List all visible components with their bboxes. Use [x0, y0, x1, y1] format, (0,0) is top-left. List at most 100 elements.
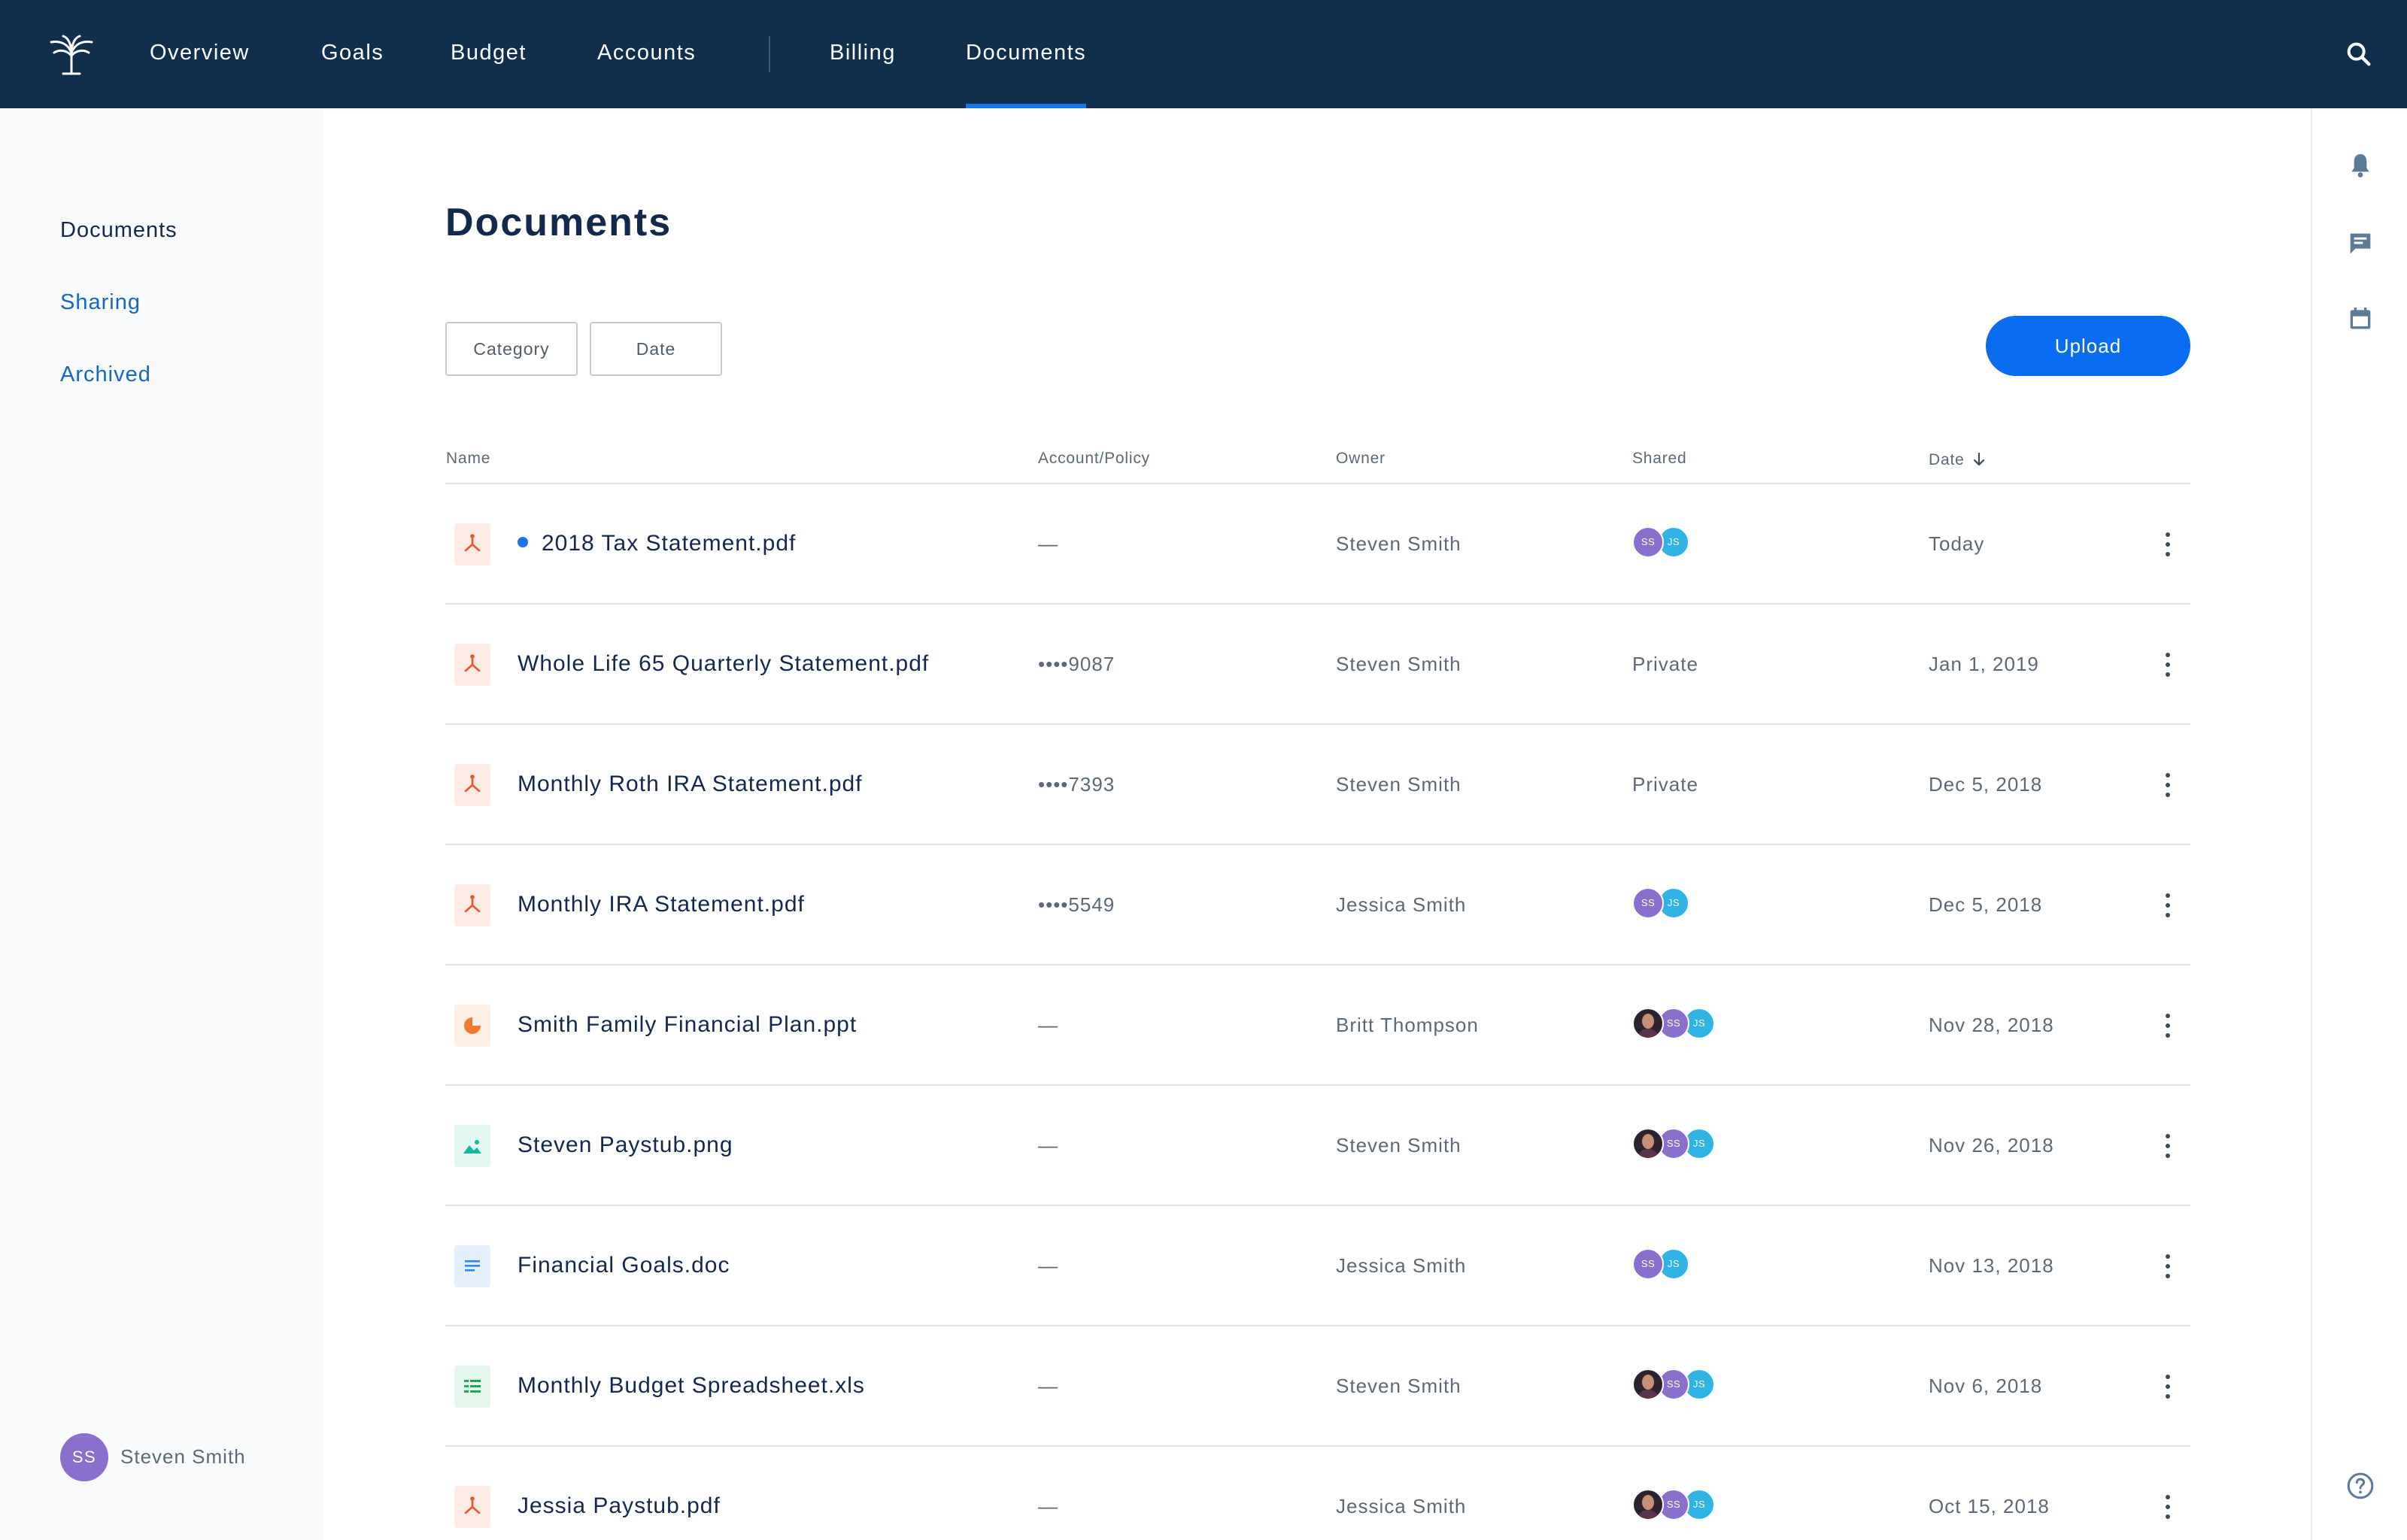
file-name[interactable]: Monthly Budget Spreadsheet.xls [518, 1373, 865, 1399]
table-row[interactable]: Monthly Roth IRA Statement.pdf ••••7393 St… [445, 725, 2190, 845]
page-title: Documents [445, 201, 672, 244]
avatar[interactable]: SS [1658, 1128, 1689, 1160]
table-row[interactable]: Monthly IRA Statement.pdf ••••5549 Jessica… [445, 845, 2190, 966]
avatar-photo[interactable] [1632, 1008, 1664, 1039]
owner-name: Jessica Smith [1336, 1254, 1467, 1277]
more-options-icon[interactable] [2160, 1131, 2175, 1161]
file-name-label: Monthly Budget Spreadsheet.xls [518, 1373, 865, 1398]
avatar[interactable]: SS [1632, 526, 1664, 558]
more-options-icon[interactable] [2160, 1251, 2175, 1281]
table-row[interactable]: Monthly Budget Spreadsheet.xls — Steven Sm… [445, 1326, 2190, 1447]
column-header-date[interactable]: Date [1929, 450, 1986, 469]
account-policy: ••••5549 [1038, 893, 1115, 916]
table-row[interactable]: Smith Family Financial Plan.ppt — Britt Th… [445, 966, 2190, 1086]
sidebar-item-sharing[interactable]: Sharing [60, 290, 141, 314]
avatar[interactable]: SS [1658, 1369, 1689, 1400]
nav-goals[interactable]: Goals [321, 41, 384, 65]
nav-billing[interactable]: Billing [830, 41, 896, 65]
more-options-icon[interactable] [2160, 1492, 2175, 1522]
upload-button[interactable]: Upload [1986, 316, 2190, 376]
shared-status: Private [1632, 773, 1698, 796]
nav-budget[interactable]: Budget [451, 41, 527, 65]
more-options-icon[interactable] [2160, 1011, 2175, 1041]
document-file-icon [454, 1245, 490, 1287]
avatar[interactable]: SS [1632, 1248, 1664, 1280]
document-date: Nov 26, 2018 [1929, 1134, 2054, 1157]
file-name[interactable]: Whole Life 65 Quarterly Statement.pdf [518, 651, 929, 677]
document-date: Dec 5, 2018 [1929, 893, 2043, 916]
file-name-label: 2018 Tax Statement.pdf [542, 531, 797, 556]
file-name-label: Financial Goals.doc [518, 1253, 730, 1278]
sidebar-item-archived[interactable]: Archived [60, 362, 151, 387]
top-navigation: Overview Goals Budget Accounts Billing D… [0, 0, 2407, 108]
avatar-photo[interactable] [1632, 1128, 1664, 1160]
shared-status: Private [1632, 653, 1698, 675]
column-header-shared[interactable]: Shared [1632, 450, 1687, 467]
file-name[interactable]: 2018 Tax Statement.pdf [518, 531, 796, 556]
image-file-icon [454, 1125, 490, 1167]
more-options-icon[interactable] [2160, 890, 2175, 920]
file-name[interactable]: Monthly IRA Statement.pdf [518, 892, 805, 917]
account-policy: — [1038, 1254, 1058, 1277]
pdf-file-icon [454, 764, 490, 806]
document-date: Nov 28, 2018 [1929, 1014, 2054, 1036]
document-date: Nov 13, 2018 [1929, 1254, 2054, 1277]
arrow-down-icon[interactable] [1972, 452, 1986, 467]
nav-divider [769, 36, 770, 72]
presentation-file-icon [454, 1005, 490, 1047]
pdf-file-icon [454, 523, 490, 565]
chat-icon[interactable] [2345, 229, 2375, 259]
column-header-account[interactable]: Account/Policy [1038, 450, 1150, 467]
pdf-file-icon [454, 884, 490, 926]
column-header-name[interactable]: Name [446, 450, 491, 467]
documents-table: 2018 Tax Statement.pdf — Steven Smith SS JS T… [445, 484, 2190, 1540]
sidebar-item-documents[interactable]: Documents [60, 218, 178, 242]
table-row[interactable]: Financial Goals.doc — Jessica Smith SS JS Nov… [445, 1206, 2190, 1326]
category-filter-button[interactable]: Category [445, 322, 578, 376]
account-policy: ••••7393 [1038, 773, 1115, 796]
help-icon[interactable] [2345, 1471, 2375, 1501]
table-row[interactable]: Whole Life 65 Quarterly Statement.pdf •••… [445, 605, 2190, 725]
nav-accounts[interactable]: Accounts [597, 41, 697, 65]
avatar[interactable]: SS [60, 1433, 108, 1481]
calendar-icon[interactable] [2345, 304, 2375, 334]
nav-overview[interactable]: Overview [150, 41, 250, 65]
table-row[interactable]: Jessia Paystub.pdf — Jessica Smith SS JS Oct … [445, 1447, 2190, 1540]
table-row[interactable]: Steven Paystub.png — Steven Smith SS JS Nov 2… [445, 1086, 2190, 1206]
file-name-label: Whole Life 65 Quarterly Statement.pdf [518, 651, 930, 676]
sidebar: Documents Sharing Archived SS Steven Smi… [0, 108, 323, 1540]
file-name[interactable]: Financial Goals.doc [518, 1253, 730, 1278]
file-name[interactable]: Jessia Paystub.pdf [518, 1493, 721, 1519]
file-name[interactable]: Monthly Roth IRA Statement.pdf [518, 772, 863, 797]
owner-name: Steven Smith [1336, 1134, 1462, 1157]
file-name-label: Monthly Roth IRA Statement.pdf [518, 772, 863, 796]
more-options-icon[interactable] [2160, 650, 2175, 680]
table-row[interactable]: 2018 Tax Statement.pdf — Steven Smith SS JS T… [445, 484, 2190, 605]
owner-name: Steven Smith [1336, 1375, 1462, 1397]
document-date: Dec 5, 2018 [1929, 773, 2043, 796]
avatar[interactable]: SS [1632, 887, 1664, 919]
column-header-owner[interactable]: Owner [1336, 450, 1386, 467]
date-filter-button[interactable]: Date [590, 322, 722, 376]
avatar-photo[interactable] [1632, 1369, 1664, 1400]
search-icon[interactable] [2344, 39, 2374, 69]
bell-icon[interactable] [2345, 150, 2375, 180]
file-name[interactable]: Steven Paystub.png [518, 1132, 733, 1158]
nav-documents[interactable]: Documents [966, 0, 1087, 108]
file-name-label: Steven Paystub.png [518, 1132, 733, 1157]
file-name[interactable]: Smith Family Financial Plan.ppt [518, 1012, 857, 1038]
owner-name: Jessica Smith [1336, 893, 1467, 916]
fountain-logo-icon[interactable] [47, 33, 96, 75]
document-date: Nov 6, 2018 [1929, 1375, 2043, 1397]
account-policy: — [1038, 1014, 1058, 1036]
file-name-label: Monthly IRA Statement.pdf [518, 892, 805, 917]
pdf-file-icon [454, 644, 490, 686]
right-rail [2311, 108, 2407, 1540]
more-options-icon[interactable] [2160, 529, 2175, 559]
more-options-icon[interactable] [2160, 1372, 2175, 1402]
more-options-icon[interactable] [2160, 770, 2175, 800]
pdf-file-icon [454, 1486, 490, 1528]
owner-name: Britt Thompson [1336, 1014, 1479, 1036]
avatar-photo[interactable] [1632, 1489, 1664, 1520]
owner-name: Jessica Smith [1336, 1495, 1467, 1517]
